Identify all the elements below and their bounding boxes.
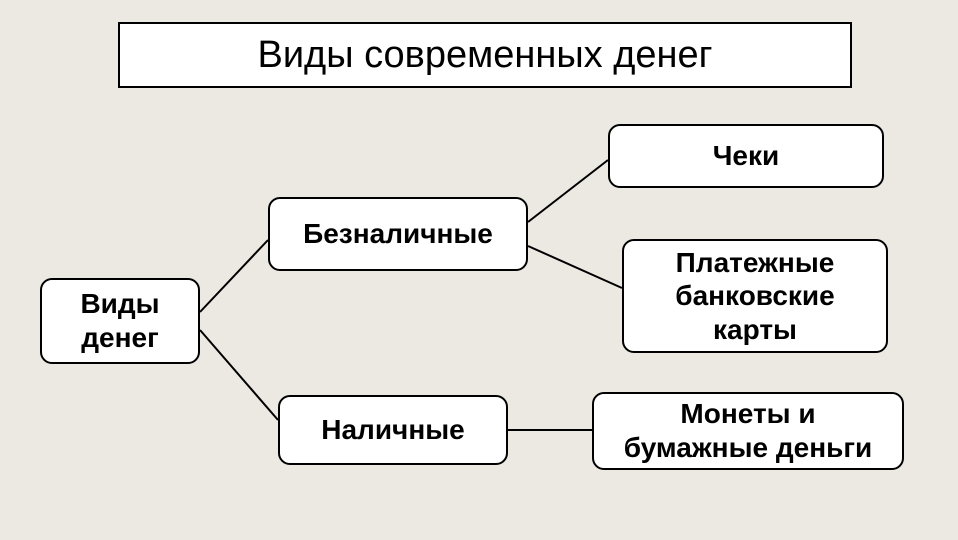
edge-cashless-cards xyxy=(528,246,622,288)
node-root-label: Видыденег xyxy=(80,287,159,354)
diagram-title-text: Виды современных денег xyxy=(257,34,712,77)
node-cards: Платежныебанковскиекарты xyxy=(622,239,888,353)
node-root: Видыденег xyxy=(40,278,200,364)
edge-cashless-cheques xyxy=(528,160,608,222)
node-cash: Наличные xyxy=(278,395,508,465)
node-cheques: Чеки xyxy=(608,124,884,188)
diagram-title: Виды современных денег xyxy=(118,22,852,88)
node-coins-label: Монеты ибумажные деньги xyxy=(624,397,872,464)
node-cash-label: Наличные xyxy=(321,413,464,447)
edge-root-cashless xyxy=(200,240,268,312)
node-cards-label: Платежныебанковскиекарты xyxy=(675,246,834,347)
node-cashless: Безналичные xyxy=(268,197,528,271)
node-coins: Монеты ибумажные деньги xyxy=(592,392,904,470)
node-cashless-label: Безналичные xyxy=(303,217,493,251)
node-cheques-label: Чеки xyxy=(713,139,779,173)
edge-root-cash xyxy=(200,330,278,420)
